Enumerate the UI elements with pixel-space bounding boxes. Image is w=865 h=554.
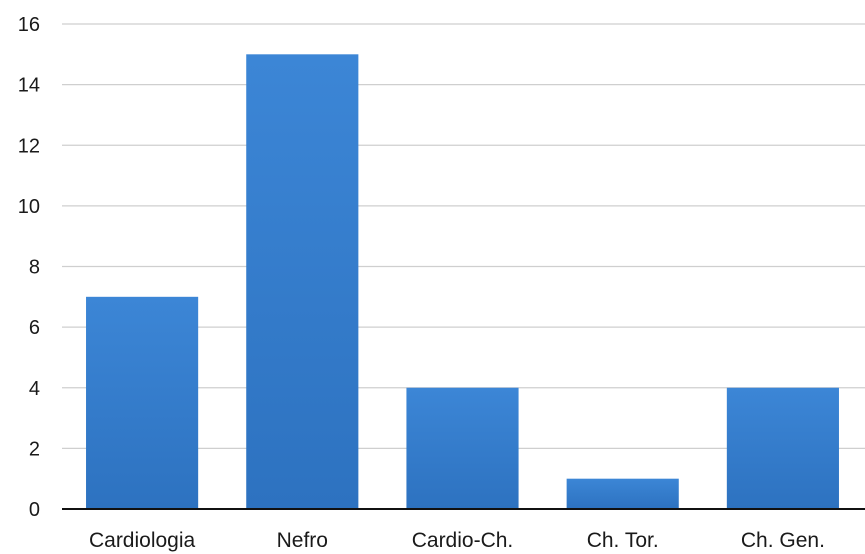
x-category-label: Cardiologia [89,529,196,552]
x-axis-category-labels: Cardiologia Nefro Cardio-Ch. Ch. Tor. Ch. Ge… [89,529,825,552]
bars [86,54,839,509]
y-tick-label: 6 [29,317,40,339]
y-axis-tick-labels: 0 2 4 6 8 10 12 14 16 [18,14,40,521]
x-category-label: Ch. Gen. [741,529,825,552]
x-category-label: Cardio-Ch. [412,529,514,552]
y-tick-label: 16 [18,14,40,36]
bar-nefro [246,54,359,509]
y-tick-label: 4 [29,378,40,400]
y-tick-label: 8 [29,257,40,279]
bar-ch-tor [566,478,679,509]
y-tick-label: 2 [29,438,40,460]
y-tick-label: 10 [18,196,40,218]
y-tick-label: 12 [18,135,40,157]
bar-cardio-ch [406,387,519,509]
x-category-label: Nefro [277,529,328,552]
bar-cardiologia [86,296,199,509]
y-tick-label: 0 [29,499,40,521]
bar-ch-gen [726,387,839,509]
x-category-label: Ch. Tor. [587,529,659,552]
y-tick-label: 14 [18,75,40,97]
